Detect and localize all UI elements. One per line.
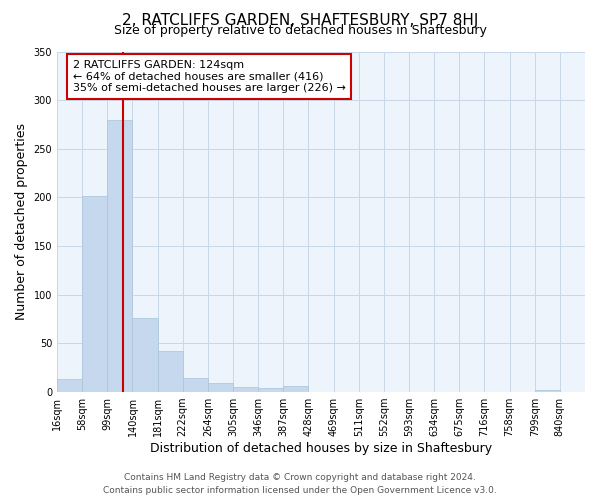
Bar	[208, 384, 233, 392]
X-axis label: Distribution of detached houses by size in Shaftesbury: Distribution of detached houses by size …	[150, 442, 492, 455]
Bar	[107, 120, 133, 392]
Y-axis label: Number of detached properties: Number of detached properties	[15, 124, 28, 320]
Bar	[183, 378, 208, 392]
Bar	[283, 386, 308, 392]
Bar	[535, 390, 560, 392]
Text: Size of property relative to detached houses in Shaftesbury: Size of property relative to detached ho…	[113, 24, 487, 37]
Bar	[233, 387, 258, 392]
Bar	[158, 351, 183, 392]
Text: Contains HM Land Registry data © Crown copyright and database right 2024.
Contai: Contains HM Land Registry data © Crown c…	[103, 474, 497, 495]
Bar	[82, 196, 107, 392]
Bar	[133, 318, 158, 392]
Bar	[57, 380, 82, 392]
Text: 2 RATCLIFFS GARDEN: 124sqm
← 64% of detached houses are smaller (416)
35% of sem: 2 RATCLIFFS GARDEN: 124sqm ← 64% of deta…	[73, 60, 346, 93]
Bar	[258, 388, 283, 392]
Text: 2, RATCLIFFS GARDEN, SHAFTESBURY, SP7 8HJ: 2, RATCLIFFS GARDEN, SHAFTESBURY, SP7 8H…	[122, 12, 478, 28]
